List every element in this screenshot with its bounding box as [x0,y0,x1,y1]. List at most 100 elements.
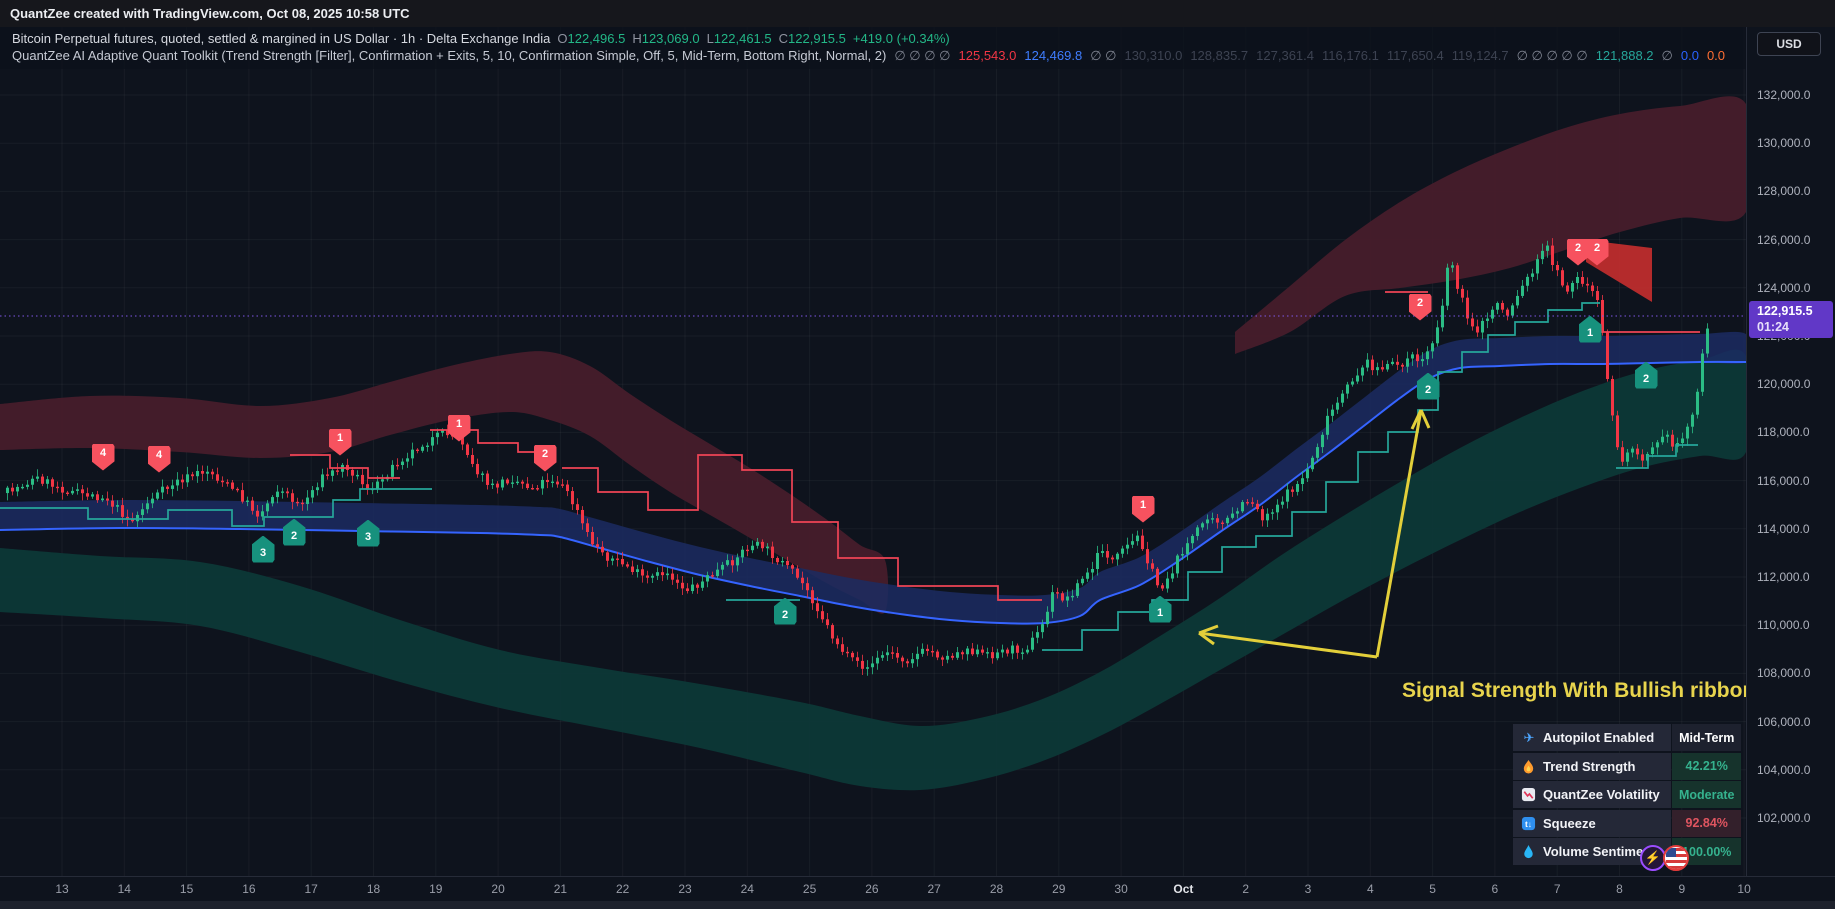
signal-badge-3: 3 [251,535,275,563]
time-tick-label: 27 [927,882,941,896]
time-tick-label: 22 [616,882,630,896]
time-tick-label: 2 [1242,882,1250,896]
svg-text:✈: ✈ [1523,731,1534,746]
signal-badge-2: 2 [773,597,797,625]
dashboard-row: Volume Sentiment 100.00% [1513,838,1741,865]
time-tick-label: Oct [1173,882,1194,896]
topbar: QuantZee created with TradingView.com, O… [0,0,1835,27]
time-tick-label: 19 [429,882,443,896]
price-tick-label: 114,000.0 [1757,521,1810,536]
dashboard-row-value: 92.84% [1672,809,1741,837]
dashboard-row-label: Trend Strength [1513,752,1671,780]
ohlc-value: 123,069.0 [641,31,700,46]
dashboard-row: Trend Strength 42.21% [1513,752,1741,780]
signal-badge-1: 1 [328,428,352,456]
symbol-legend-row[interactable]: Bitcoin Perpetual futures, quoted, settl… [0,30,1746,47]
signal-badge-1: 1 [447,414,471,442]
time-tick-label: 30 [1114,882,1128,896]
time-tick-label: 18 [366,882,381,896]
dashboard-row: t↓ Squeeze 92.84% [1513,809,1741,837]
indicator-title: QuantZee AI Adaptive Quant Toolkit (Tren… [12,48,887,63]
price-tick-label: 124,000.0 [1757,280,1811,295]
time-tick-label: 23 [678,882,692,896]
dashboard-row: ✈ Autopilot Enabled Mid-Term [1513,724,1741,751]
currency-button[interactable]: USD [1757,32,1821,56]
ohlc-value: 122,461.5 [713,31,772,46]
time-tick-label: 6 [1491,882,1499,896]
time-tick-label: 28 [989,882,1004,896]
price-tick-label: 110,000.0 [1757,618,1810,633]
time-tick-label: 3 [1304,882,1312,896]
time-tick-label: 4 [1366,882,1374,896]
indicator-plot-value: 0.0 [1706,48,1726,63]
us-flag-logo [1663,845,1689,871]
ohlc-key: C [778,31,789,46]
indicator-plot-value: 121,888.2 [1595,48,1654,63]
indicator-dashboard-panel: ✈ Autopilot Enabled Mid-Term Trend Streng… [1513,724,1741,867]
signal-badge-1: 1 [1148,595,1172,623]
signal-badge-2: 2 [1566,238,1590,266]
indicator-plot-value: ∅ [1661,48,1673,63]
price-axis[interactable]: USD 132,000.0 130,000.0 128,000.0 126,000.0… [1746,27,1835,876]
price-tick-label: 108,000.0 [1757,666,1811,681]
squeeze-icon: t↓ [1520,815,1537,832]
time-tick-label: 17 [304,882,318,896]
indicator-plot-value: 125,543.0 [958,48,1017,63]
dashboard-row-value: Mid-Term [1672,724,1741,751]
time-tick-label: 24 [740,882,754,896]
arrow-drawing [1198,409,1431,659]
droplet-icon [1520,843,1537,860]
dashboard-row-value: Moderate [1672,781,1741,808]
price-tick-label: 126,000.0 [1757,232,1811,247]
time-tick-label: 21 [553,882,568,896]
time-axis[interactable]: 13 14 15 16 17 18 19 20 21 22 23 24 25 26 27 28 29 30 Oct 2… [0,876,1835,902]
change-value: +419.0 (+0.34%) [852,31,950,46]
time-tick-label: 15 [179,882,194,896]
signal-badge-2: 2 [533,444,557,472]
price-tick-label: 106,000.0 [1757,714,1811,729]
price-tick-label: 112,000.0 [1757,570,1810,584]
dashboard-row-label: t↓ Squeeze [1513,809,1671,837]
indicator-plot-value: 117,650.4 [1386,48,1444,63]
indicator-values: ∅ ∅ ∅ ∅ 125,543.0 124,469.8 ∅ ∅ 130,310.0 128… [886,48,1725,63]
indicator-plot-value: 128,835.7 [1190,48,1249,63]
price-tick-label: 132,000.0 [1757,88,1811,102]
time-tick-label: 20 [491,882,505,896]
lightning-icon: ⚡ [1644,850,1662,865]
svg-text:t↓: t↓ [1525,818,1532,828]
drawing-annotation-text[interactable]: Signal Strength With Bullish ribbon [1402,679,1756,702]
chart-legend: Bitcoin Perpetual futures, quoted, settl… [0,27,1746,69]
dashboard-row-label: ✈ Autopilot Enabled [1513,724,1671,751]
volatility-icon [1520,786,1537,803]
plane-icon: ✈ [1520,729,1537,746]
signal-badge-2: 2 [1416,372,1440,400]
indicator-plot-value: 0.0 [1680,48,1699,63]
signal-badge-2: 2 [1585,238,1609,266]
signal-badge-1: 1 [1578,315,1602,343]
ohlc-values: O122,496.5 H123,069.0 L122,461.5 C122,915.5 [550,31,846,46]
symbol-description: Bitcoin Perpetual futures, quoted, settl… [12,31,551,46]
indicator-legend-row[interactable]: QuantZee AI Adaptive Quant Toolkit (Tren… [0,47,1746,65]
time-tick-label: 16 [242,882,256,896]
dashboard-row-value: 42.21% [1672,752,1741,780]
price-tick-label: 120,000.0 [1757,377,1811,392]
signal-badge-4: 4 [147,445,171,473]
price-tick-label: 116,000.0 [1757,473,1810,488]
indicator-plot-value: 116,176.1 [1322,48,1379,63]
signal-badge-2: 2 [1408,293,1432,321]
signal-badge-2: 2 [1634,361,1658,389]
flame-icon [1520,758,1537,775]
time-tick-label: 13 [55,882,69,896]
ohlc-key: H [632,31,642,46]
ohlc-value: 122,915.5 [788,31,846,46]
ohlc-key: L [706,31,714,46]
price-tick-label: 102,000.0 [1757,811,1811,825]
ohlc-value: 122,496.5 [567,31,626,46]
time-tick-label: 9 [1678,882,1686,896]
time-tick-label: 26 [865,882,879,896]
indicator-plot-value: 124,469.8 [1024,48,1083,63]
time-tick-label: 10 [1737,882,1751,896]
indicator-plot-value: 130,310.0 [1124,48,1183,63]
